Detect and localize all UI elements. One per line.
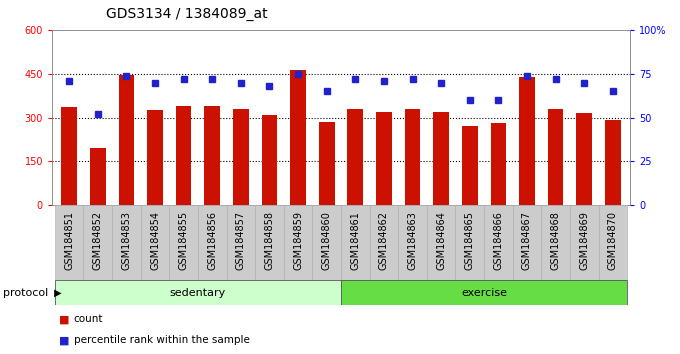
Bar [205, 106, 220, 205]
Bar [427, 205, 456, 280]
Text: GSM184869: GSM184869 [579, 211, 589, 270]
Bar [484, 205, 513, 280]
Text: ■: ■ [58, 335, 69, 346]
Text: ▶: ▶ [50, 287, 61, 297]
Text: GSM184867: GSM184867 [522, 211, 532, 270]
Text: sedentary: sedentary [170, 287, 226, 297]
Bar [61, 107, 77, 205]
Text: GDS3134 / 1384089_at: GDS3134 / 1384089_at [106, 7, 268, 21]
Bar [90, 148, 105, 205]
Text: GSM184861: GSM184861 [350, 211, 360, 270]
Bar [547, 109, 564, 205]
Text: percentile rank within the sample: percentile rank within the sample [73, 335, 250, 346]
Bar [513, 205, 541, 280]
Bar [175, 106, 192, 205]
Bar [541, 205, 570, 280]
Text: GSM184862: GSM184862 [379, 211, 389, 270]
Bar [405, 109, 420, 205]
Bar [570, 205, 598, 280]
Text: count: count [73, 314, 103, 324]
Bar [341, 205, 370, 280]
Bar [55, 205, 84, 280]
Bar [490, 123, 506, 205]
Bar [112, 205, 141, 280]
Text: GSM184866: GSM184866 [494, 211, 503, 270]
Bar [226, 205, 255, 280]
Bar [284, 205, 312, 280]
Bar [456, 205, 484, 280]
Text: GSM184870: GSM184870 [608, 211, 618, 270]
Bar [577, 113, 592, 205]
Text: GSM184852: GSM184852 [92, 211, 103, 270]
Text: GSM184865: GSM184865 [464, 211, 475, 270]
Text: GSM184855: GSM184855 [179, 211, 188, 270]
Text: GSM184860: GSM184860 [322, 211, 332, 270]
Bar [198, 205, 226, 280]
Bar [462, 126, 477, 205]
Bar [255, 205, 284, 280]
Text: ■: ■ [58, 314, 69, 324]
Text: GSM184858: GSM184858 [265, 211, 275, 270]
Bar [169, 205, 198, 280]
Text: GSM184856: GSM184856 [207, 211, 217, 270]
Bar [55, 280, 341, 305]
Bar [262, 115, 277, 205]
Bar [84, 205, 112, 280]
Bar [398, 205, 427, 280]
Bar [376, 112, 392, 205]
Bar [433, 112, 449, 205]
Bar [312, 205, 341, 280]
Bar [233, 109, 249, 205]
Bar [290, 70, 306, 205]
Bar [341, 280, 627, 305]
Text: GSM184868: GSM184868 [551, 211, 560, 270]
Text: GSM184853: GSM184853 [122, 211, 131, 270]
Text: GSM184854: GSM184854 [150, 211, 160, 270]
Bar [347, 109, 363, 205]
Text: GSM184863: GSM184863 [407, 211, 418, 270]
Text: GSM184864: GSM184864 [436, 211, 446, 270]
Bar [519, 77, 535, 205]
Text: exercise: exercise [461, 287, 507, 297]
Text: GSM184859: GSM184859 [293, 211, 303, 270]
Bar [147, 110, 163, 205]
Text: GSM184857: GSM184857 [236, 211, 246, 270]
Text: GSM184851: GSM184851 [64, 211, 74, 270]
Bar [141, 205, 169, 280]
Bar [319, 122, 335, 205]
Bar [605, 120, 621, 205]
Text: protocol: protocol [3, 287, 48, 297]
Bar [370, 205, 398, 280]
Bar [598, 205, 627, 280]
Bar [118, 75, 134, 205]
